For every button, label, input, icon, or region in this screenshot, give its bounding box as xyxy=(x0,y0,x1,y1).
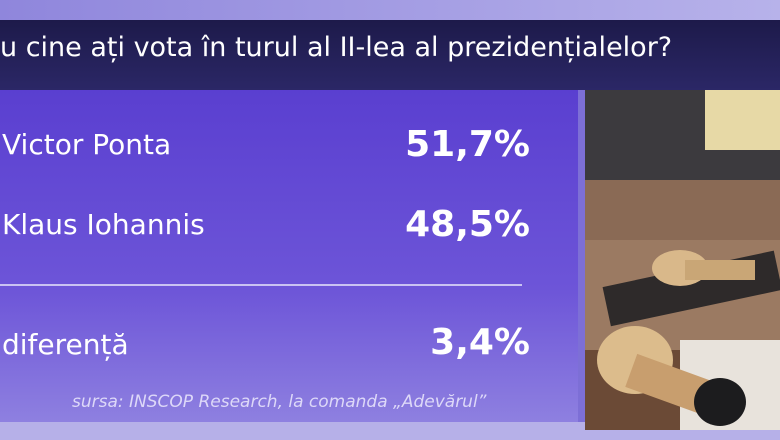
source: sursa: INSCOP Research, la comanda „Adev… xyxy=(72,392,487,412)
title-bar xyxy=(0,20,780,90)
results-panel xyxy=(0,90,578,422)
title: u cine ați vota în turul al II-lea al pr… xyxy=(0,32,673,63)
candidate-percent: 48,5% xyxy=(405,204,530,245)
candidate-percent: 51,7% xyxy=(405,124,530,165)
difference-value: 3,4% xyxy=(430,322,530,363)
photo xyxy=(585,90,780,430)
candidate-name: Klaus Iohannis xyxy=(2,208,205,241)
top-strip xyxy=(0,0,780,22)
difference-label: diferență xyxy=(2,328,129,361)
candidate-name: Victor Ponta xyxy=(2,128,172,161)
divider xyxy=(0,284,522,286)
